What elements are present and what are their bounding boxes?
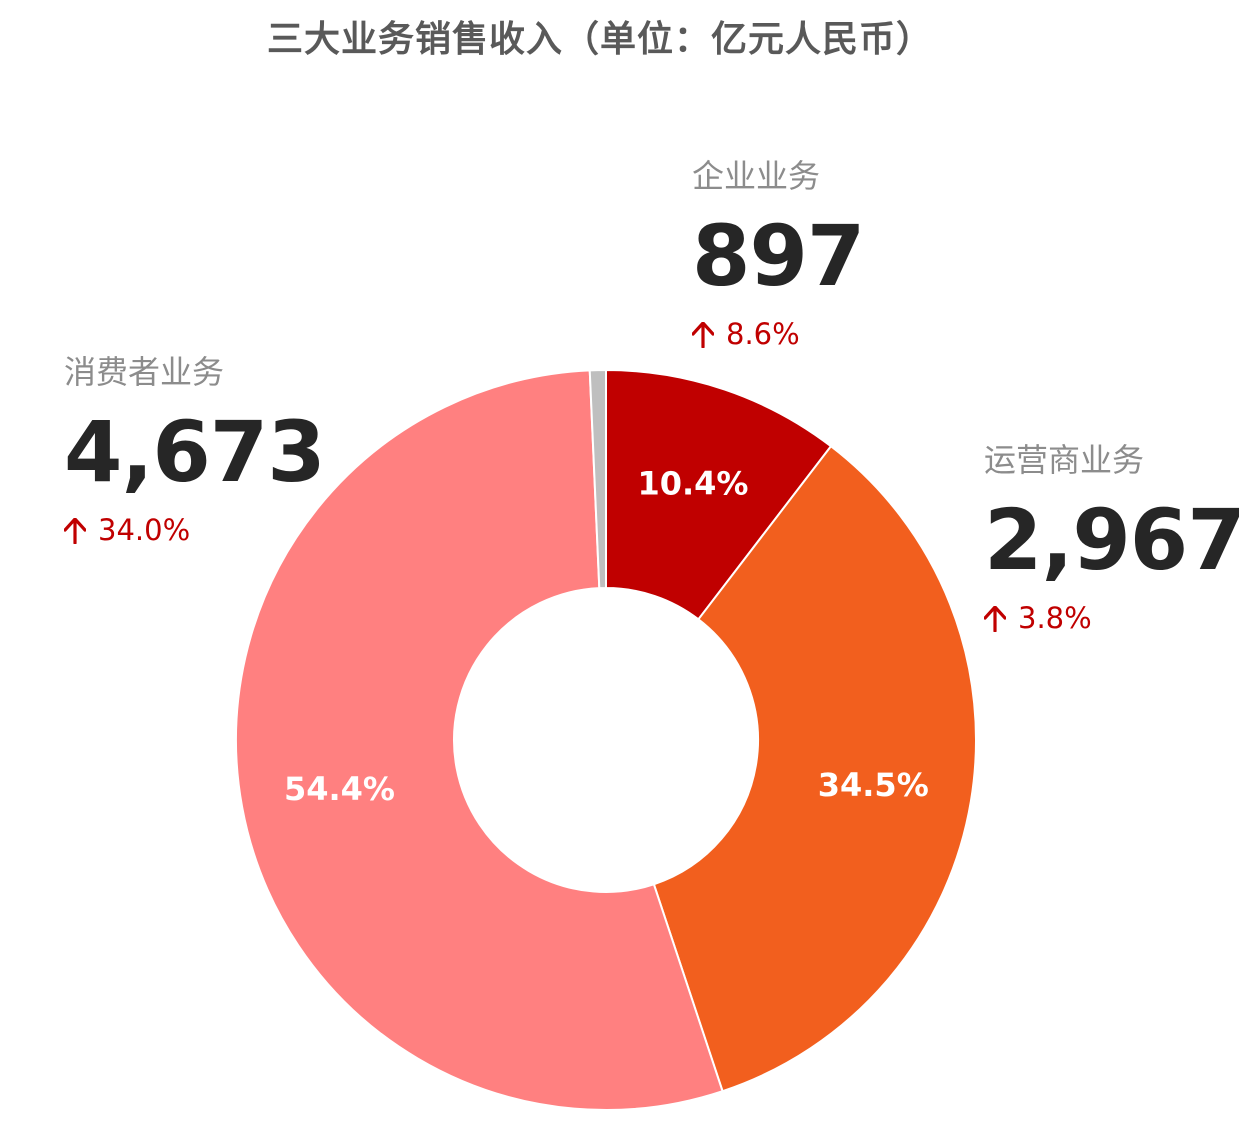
enterprise-growth-value: 8.6% [726,317,800,351]
slice-label-carrier: 34.5% [818,766,929,804]
consumer-value: 4,673 [64,403,326,501]
slice-consumer [235,369,724,1111]
chart-title: 三大业务销售收入（单位：亿元人民币） [266,19,933,60]
slice-enterprise [605,368,833,621]
slice-label-consumer: 54.4% [284,770,395,808]
slice-layer [235,368,977,1111]
carrier-callout: 运营商业务 2,967 3.8% [984,441,1246,633]
carrier-growth: 3.8% [984,604,1245,633]
carrier-name: 运营商业务 [984,441,1145,479]
consumer-callout: 消费者业务 4,673 34.0% [64,353,326,545]
consumer-growth-value: 34.0% [98,513,191,547]
enterprise-value: 897 [692,207,865,305]
slice-carrier [652,444,977,1093]
arrow-up-icon [64,517,86,544]
carrier-value: 2,967 [984,491,1246,589]
consumer-name: 消费者业务 [64,353,225,391]
slice-other [588,368,607,590]
slice-label-enterprise: 10.4% [637,464,748,502]
enterprise-growth: 8.6% [692,320,864,349]
label-layer: 10.4% 34.5% 54.4% [284,464,929,808]
enterprise-callout: 企业业务 897 8.6% [692,157,865,349]
enterprise-name: 企业业务 [692,157,821,195]
carrier-growth-value: 3.8% [1018,601,1092,635]
arrow-up-icon [984,605,1006,632]
arrow-up-icon [692,321,714,348]
consumer-growth: 34.0% [64,516,325,545]
